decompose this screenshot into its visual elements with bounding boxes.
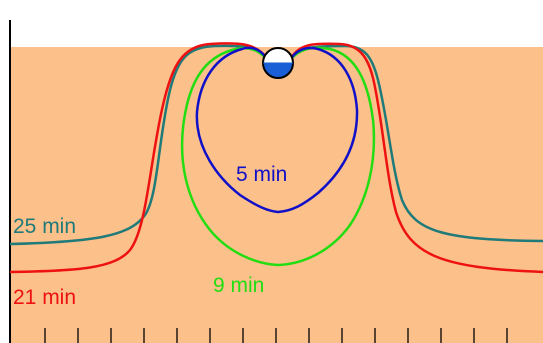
medium-block (10, 47, 543, 343)
curve-25min (9, 44, 543, 246)
curve-21min (9, 42, 543, 274)
tick-marks (44, 328, 508, 343)
label-25min: 25 min (13, 215, 76, 238)
curve-5min (195, 46, 359, 214)
curve-9min (180, 46, 376, 267)
label-9min: 9 min (213, 274, 264, 297)
label-5min: 5 min (236, 163, 287, 186)
droplet-icon (262, 47, 294, 79)
label-21min: 21 min (13, 286, 76, 309)
